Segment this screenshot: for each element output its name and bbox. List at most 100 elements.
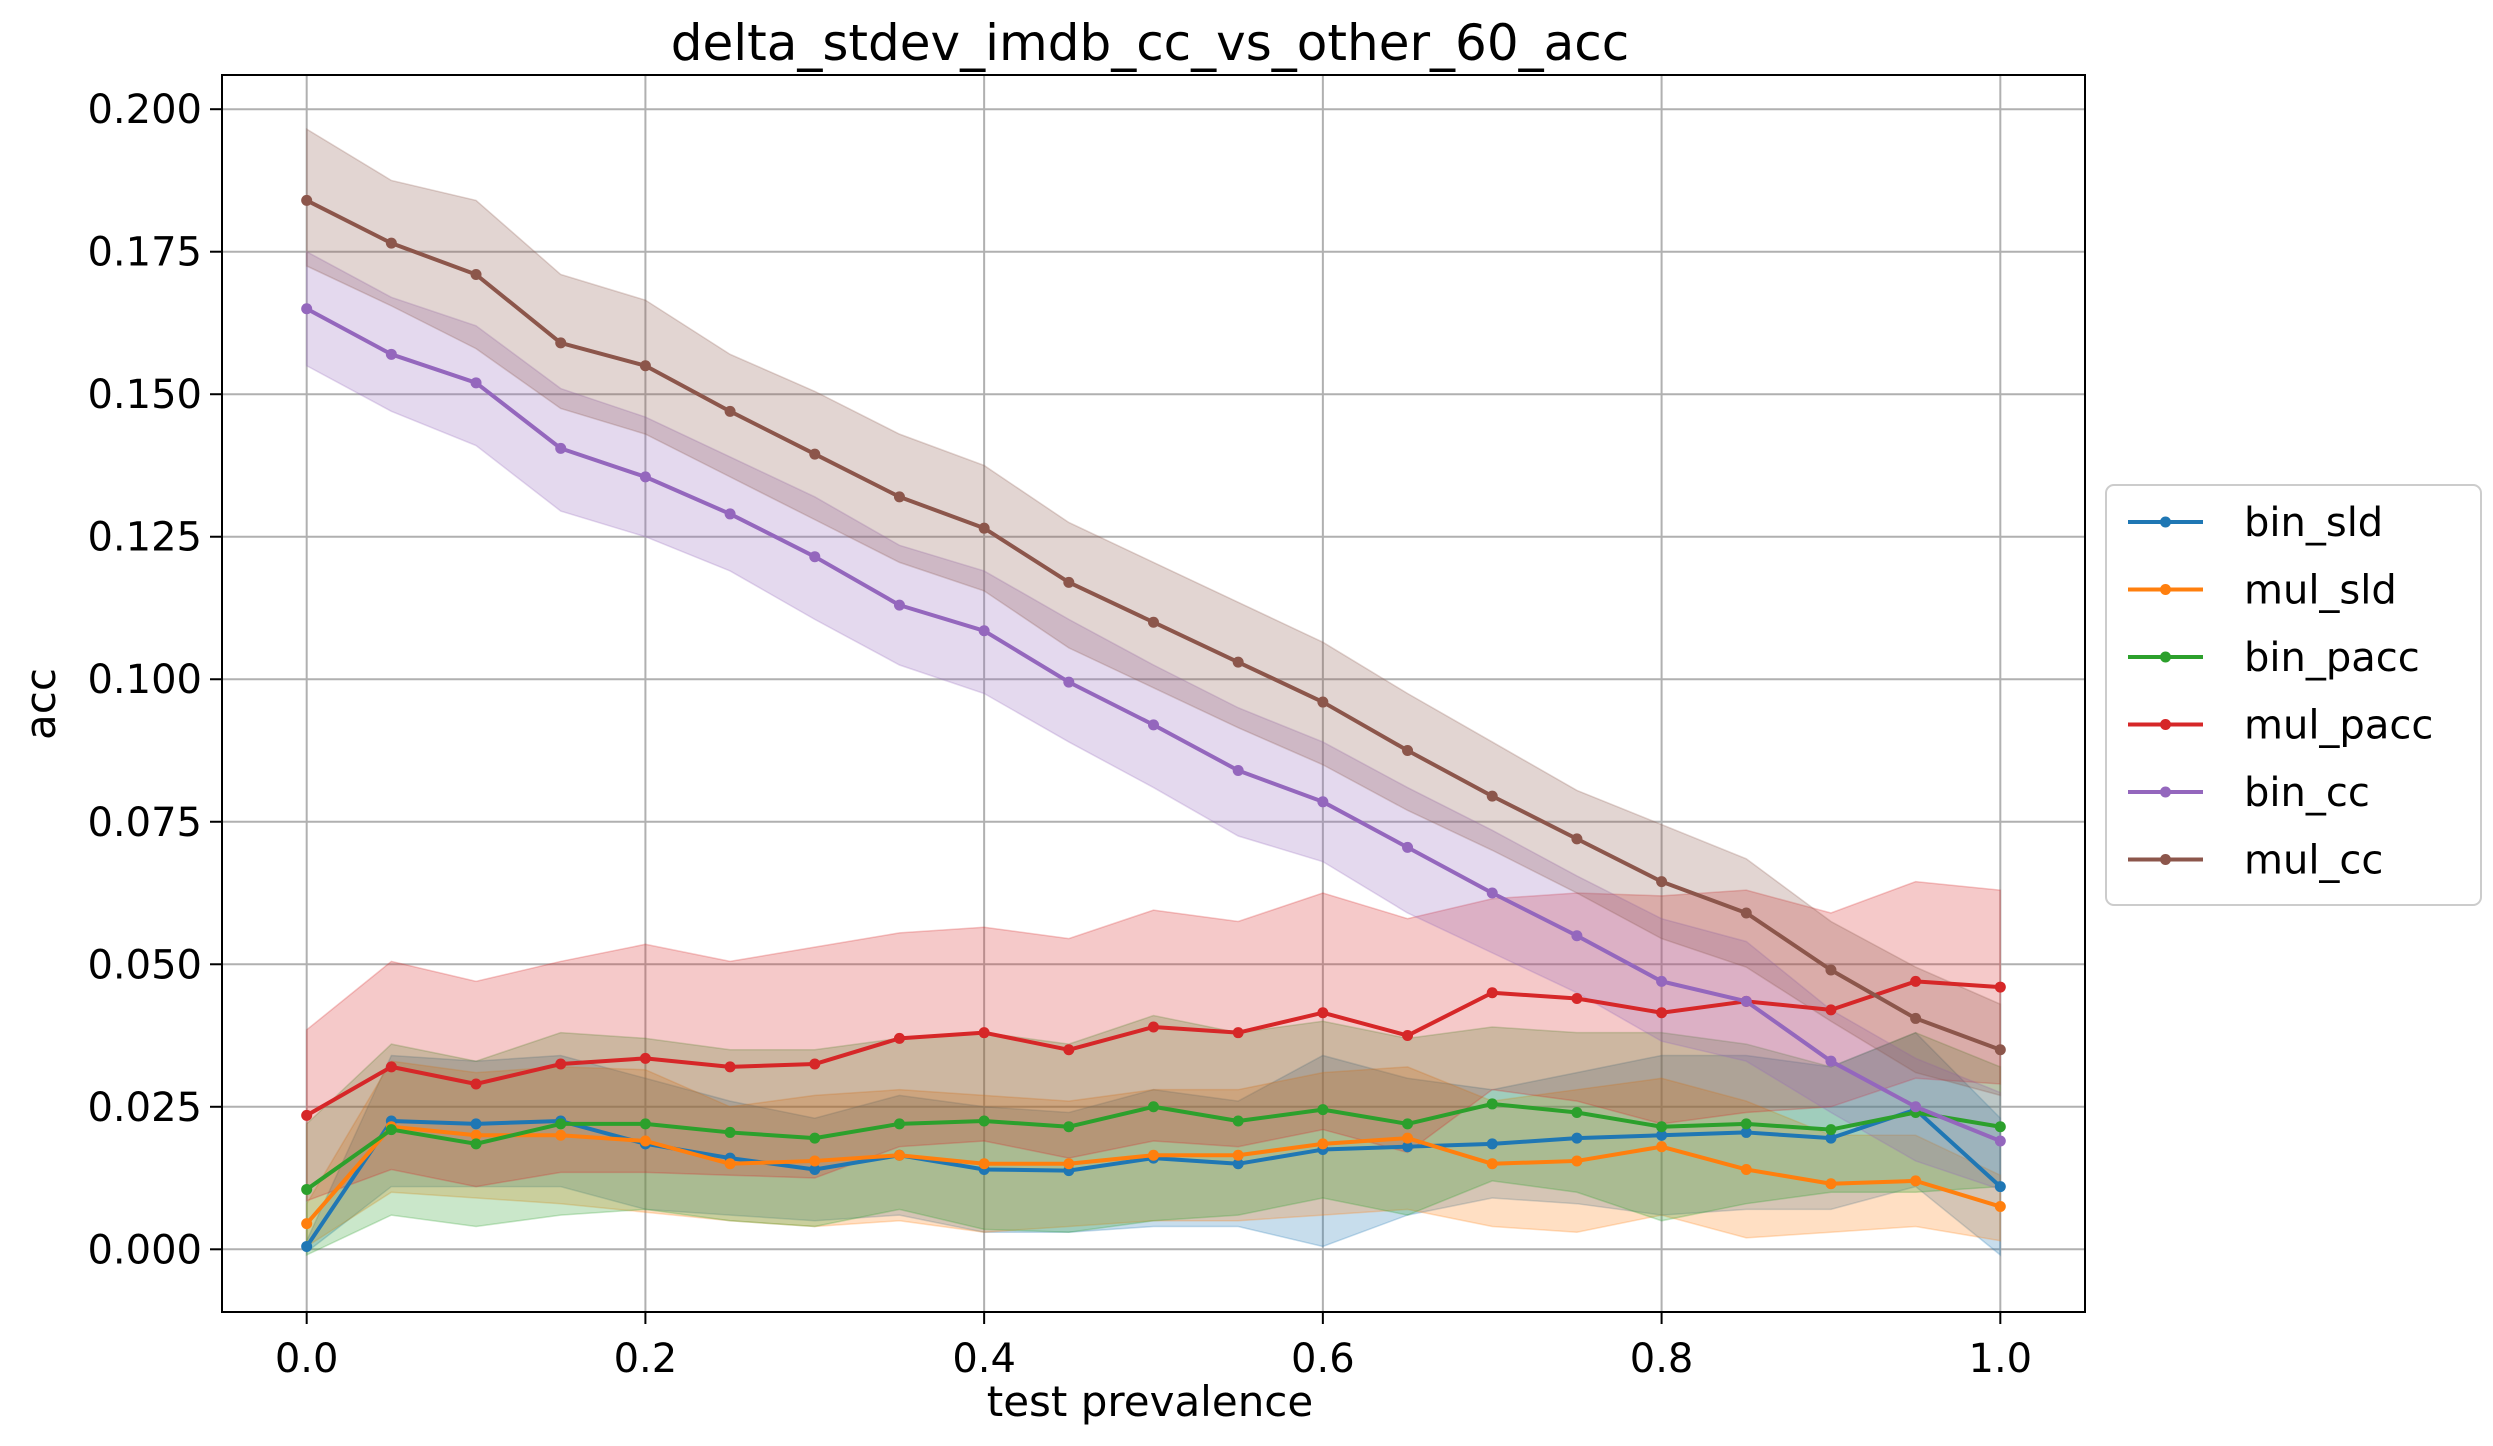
point-bin-pacc (1148, 1101, 1159, 1113)
point-bin-cc (1656, 975, 1668, 987)
point-bin-cc (1910, 1101, 1922, 1113)
legend-label-bin-pacc: bin_pacc (2244, 635, 2420, 681)
point-bin-sld (1232, 1158, 1244, 1170)
point-bin-sld (470, 1118, 482, 1130)
point-bin-sld (1402, 1141, 1414, 1153)
point-bin-cc (1317, 796, 1329, 808)
legend-marker-mul-cc (2160, 854, 2171, 865)
point-bin-sld (1571, 1132, 1583, 1144)
point-mul-sld (1486, 1158, 1498, 1170)
legend-label-mul-cc: mul_cc (2244, 838, 2383, 884)
point-mul-cc (301, 194, 313, 206)
chart-title: delta_stdev_imdb_cc_vs_other_60_acc (671, 14, 1630, 72)
point-mul-pacc (301, 1109, 313, 1121)
y-tick-label: 0.075 (87, 800, 202, 846)
point-mul-sld (555, 1129, 567, 1141)
confidence-bands (305, 127, 2002, 1257)
point-bin-cc (893, 599, 905, 611)
point-bin-cc (470, 377, 482, 389)
point-mul-pacc (639, 1052, 651, 1064)
series-bin-pacc (301, 1098, 2006, 1195)
x-tick-label: 0.0 (275, 1336, 339, 1382)
point-mul-cc (555, 337, 567, 349)
y-tick-label: 0.050 (87, 942, 202, 988)
legend-item-bin-sld: bin_sld (2128, 500, 2383, 546)
point-mul-pacc (555, 1058, 567, 1070)
point-bin-cc (809, 551, 821, 563)
y-tick-label: 0.125 (87, 515, 202, 561)
point-bin-cc (724, 508, 736, 520)
point-mul-pacc (893, 1032, 905, 1044)
point-bin-pacc (555, 1118, 567, 1130)
legend-marker-bin-cc (2160, 786, 2171, 798)
legend-item-mul-pacc: mul_pacc (2128, 703, 2433, 749)
point-mul-sld (1656, 1141, 1668, 1153)
x-axis-title: test prevalence (987, 1377, 1314, 1426)
legend-label-bin-cc: bin_cc (2244, 770, 2370, 816)
x-tick-label: 0.2 (614, 1336, 678, 1382)
plot-frame (221, 74, 2086, 1313)
point-mul-cc (639, 360, 651, 372)
point-mul-pacc (1486, 987, 1498, 999)
point-mul-sld (639, 1135, 651, 1147)
point-mul-pacc (1063, 1044, 1075, 1056)
point-mul-cc (1994, 1044, 2006, 1056)
x-tick-label: 0.8 (1630, 1336, 1694, 1382)
point-mul-pacc (470, 1078, 482, 1090)
point-bin-pacc (639, 1118, 651, 1130)
point-mul-sld (978, 1158, 990, 1170)
x-axis-ticks: 0.0 0.2 0.4 0.6 0.8 1.0 (275, 1312, 2032, 1382)
point-mul-pacc (978, 1027, 990, 1039)
point-mul-cc (1656, 876, 1668, 888)
point-mul-cc (1486, 790, 1498, 802)
legend-marker-bin-sld (2160, 516, 2171, 528)
point-mul-sld (1063, 1158, 1075, 1170)
point-bin-cc (555, 442, 567, 454)
point-bin-pacc (1740, 1118, 1752, 1130)
point-bin-pacc (385, 1124, 397, 1136)
point-mul-sld (1910, 1175, 1922, 1187)
point-mul-cc (1571, 833, 1583, 845)
point-bin-pacc (724, 1126, 736, 1138)
point-mul-pacc (1910, 975, 1922, 987)
point-bin-sld (1656, 1129, 1668, 1141)
point-mul-sld (724, 1158, 736, 1170)
point-mul-sld (470, 1129, 482, 1141)
legend-item-bin-pacc: bin_pacc (2128, 635, 2420, 681)
series-mul-sld (301, 1121, 2006, 1230)
point-bin-pacc (978, 1115, 990, 1127)
point-mul-sld (1317, 1138, 1329, 1150)
point-mul-pacc (809, 1058, 821, 1070)
point-mul-cc (1825, 964, 1837, 976)
point-mul-pacc (1994, 981, 2006, 993)
point-mul-pacc (1825, 1004, 1837, 1016)
point-mul-cc (1402, 745, 1414, 757)
legend-marker-mul-sld (2160, 584, 2171, 595)
point-bin-sld (809, 1163, 821, 1175)
y-axis-title: acc (16, 668, 65, 740)
point-mul-sld (809, 1155, 821, 1167)
band-mul-cc (305, 127, 2002, 1097)
point-mul-cc (1740, 907, 1752, 919)
legend-label-mul-pacc: mul_pacc (2244, 703, 2433, 749)
point-bin-sld (301, 1240, 313, 1252)
point-bin-cc (301, 303, 313, 315)
point-mul-cc (385, 237, 397, 249)
point-mul-pacc (724, 1061, 736, 1073)
point-mul-pacc (1656, 1007, 1668, 1019)
point-bin-sld (1486, 1138, 1498, 1150)
point-bin-pacc (809, 1132, 821, 1144)
point-mul-cc (978, 522, 990, 534)
point-bin-pacc (1063, 1121, 1075, 1133)
point-bin-cc (1994, 1135, 2006, 1147)
point-bin-pacc (1232, 1115, 1244, 1127)
point-mul-pacc (1317, 1007, 1329, 1019)
point-mul-cc (470, 269, 482, 281)
point-mul-cc (1063, 576, 1075, 588)
point-mul-pacc (1232, 1027, 1244, 1039)
point-mul-sld (1740, 1163, 1752, 1175)
grid (222, 75, 2085, 1312)
point-mul-pacc (1571, 992, 1583, 1004)
point-bin-cc (1740, 995, 1752, 1007)
